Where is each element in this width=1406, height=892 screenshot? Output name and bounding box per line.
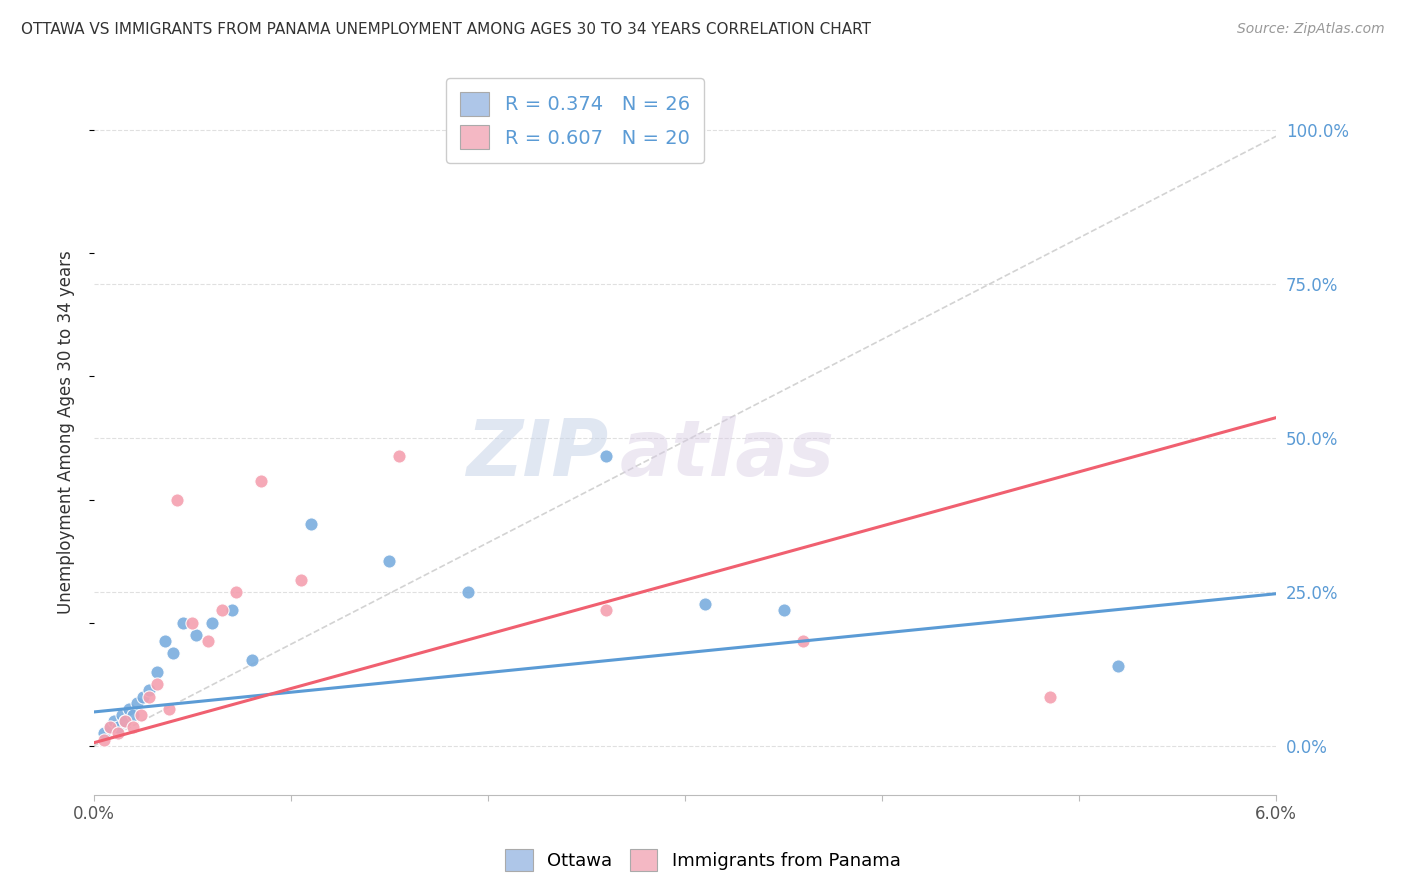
Point xyxy=(1038,690,1060,704)
Point xyxy=(186,628,208,642)
Point xyxy=(693,597,716,611)
Point xyxy=(162,647,184,661)
Point xyxy=(153,634,176,648)
Point xyxy=(114,714,136,728)
Point xyxy=(211,603,233,617)
Point xyxy=(166,492,188,507)
Point xyxy=(201,615,224,630)
Point xyxy=(114,714,136,728)
Point xyxy=(595,450,617,464)
Point xyxy=(138,683,160,698)
Legend: R = 0.374   N = 26, R = 0.607   N = 20: R = 0.374 N = 26, R = 0.607 N = 20 xyxy=(447,78,703,162)
Point xyxy=(146,677,169,691)
Point xyxy=(221,603,243,617)
Point xyxy=(772,603,794,617)
Point xyxy=(378,554,401,568)
Point xyxy=(388,450,411,464)
Point xyxy=(98,720,121,734)
Point xyxy=(103,714,125,728)
Point xyxy=(595,603,617,617)
Point xyxy=(1108,658,1130,673)
Legend: Ottawa, Immigrants from Panama: Ottawa, Immigrants from Panama xyxy=(498,842,908,879)
Point xyxy=(93,726,115,740)
Text: OTTAWA VS IMMIGRANTS FROM PANAMA UNEMPLOYMENT AMONG AGES 30 TO 34 YEARS CORRELAT: OTTAWA VS IMMIGRANTS FROM PANAMA UNEMPLO… xyxy=(21,22,872,37)
Point xyxy=(250,474,273,488)
Point xyxy=(457,585,479,599)
Point xyxy=(197,634,219,648)
Text: atlas: atlas xyxy=(620,416,835,491)
Point xyxy=(138,690,160,704)
Text: ZIP: ZIP xyxy=(465,416,609,491)
Point xyxy=(110,708,132,723)
Point xyxy=(93,732,115,747)
Point xyxy=(127,696,149,710)
Point xyxy=(107,720,129,734)
Point xyxy=(157,702,180,716)
Point xyxy=(107,726,129,740)
Point xyxy=(122,720,145,734)
Point xyxy=(129,708,152,723)
Point xyxy=(172,615,194,630)
Point xyxy=(98,720,121,734)
Point xyxy=(240,652,263,666)
Point xyxy=(122,708,145,723)
Point xyxy=(181,615,204,630)
Point xyxy=(132,690,155,704)
Point xyxy=(146,665,169,679)
Point xyxy=(290,573,312,587)
Point xyxy=(225,585,247,599)
Point xyxy=(792,634,814,648)
Y-axis label: Unemployment Among Ages 30 to 34 years: Unemployment Among Ages 30 to 34 years xyxy=(58,250,75,614)
Point xyxy=(299,517,322,532)
Text: Source: ZipAtlas.com: Source: ZipAtlas.com xyxy=(1237,22,1385,37)
Point xyxy=(118,702,141,716)
